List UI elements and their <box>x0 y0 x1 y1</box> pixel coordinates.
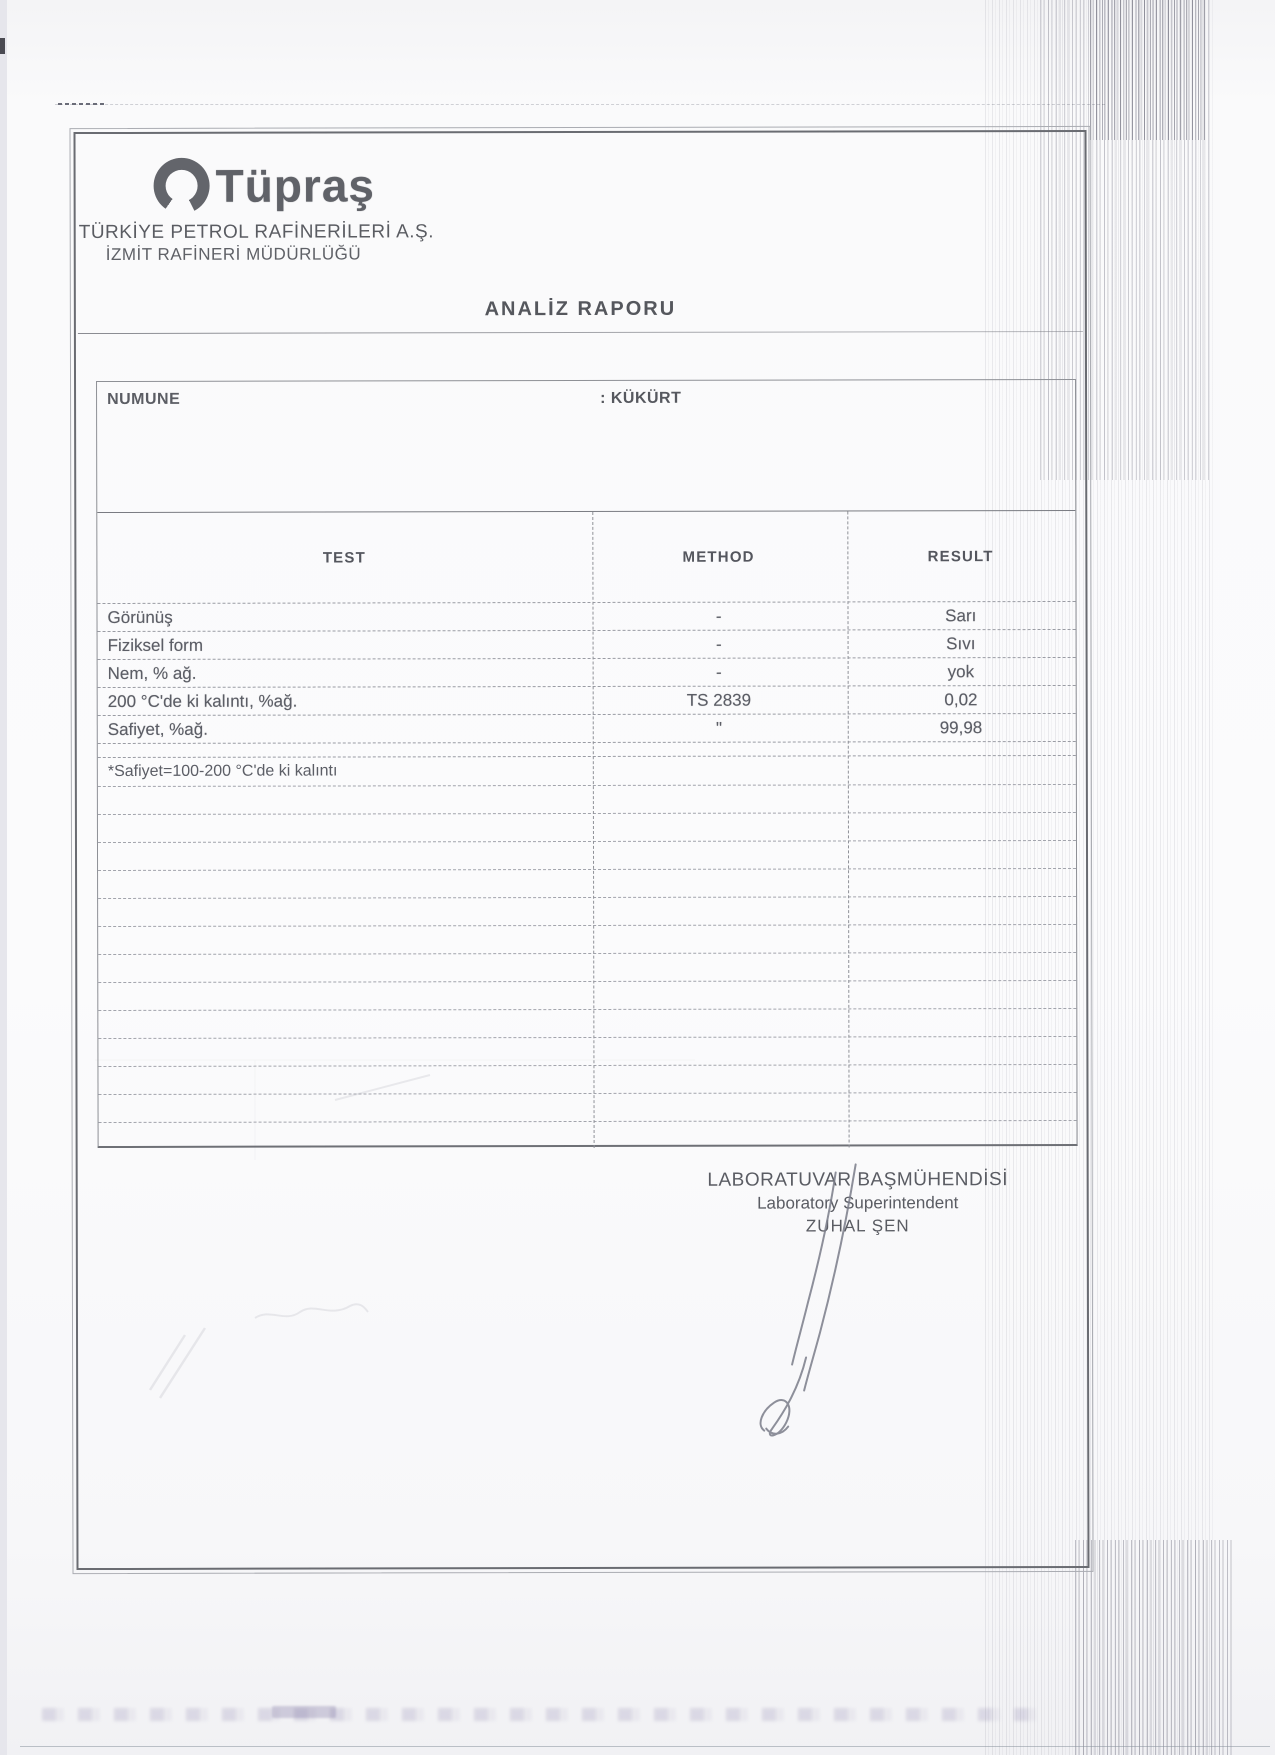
table-empty-row <box>98 1063 1077 1095</box>
document-frame: Tüpraş TÜRKİYE PETROL RAFİNERİLERİ A.Ş. … <box>73 129 1090 1571</box>
header-method: METHOD <box>682 548 755 566</box>
tupras-logo-icon <box>153 157 210 214</box>
table-empty-row <box>98 923 1077 955</box>
report-body-box: NUMUNE : KÜKÜRT TEST METHOD RESULT Görün… <box>96 378 1078 1151</box>
fax-footer-smudge-dark <box>272 1706 336 1718</box>
table-cell-result: 0,02 <box>944 689 978 709</box>
table-cell-result: yok <box>947 661 975 681</box>
table-empty-row <box>97 811 1076 843</box>
results-table-header: TEST METHOD RESULT <box>97 511 1075 603</box>
table-row: Görünüş - Sarı <box>97 600 1076 632</box>
table-empty-row <box>98 1007 1077 1039</box>
scan-streaks-bottom-right <box>1075 1540 1235 1755</box>
table-empty-row <box>98 895 1077 927</box>
report-title: ANALİZ RAPORU <box>484 297 677 321</box>
tupras-logo: Tüpraş <box>153 149 376 221</box>
table-cell-method: - <box>715 662 722 682</box>
table-cell-result: 99,98 <box>939 717 983 737</box>
table-row: Nem, % ağ. - yok <box>97 656 1076 688</box>
table-cell-test: Nem, % ağ. <box>107 663 197 683</box>
table-row: Fiziksel form - Sıvı <box>97 628 1076 660</box>
table-cell-method: - <box>715 634 722 654</box>
results-table-rows: Görünüş - Sarı Fiziksel form - Sıvı Nem, % ağ.… <box>97 600 1077 1151</box>
company-subdivision: İZMİT RAFİNERİ MÜDÜRLÜĞÜ <box>105 244 362 264</box>
scan-streaks-corner <box>1090 0 1205 140</box>
table-footnote-row: *Safiyet=100-200 °C'de ki kalıntı <box>97 754 1076 787</box>
title-rule <box>77 330 1083 335</box>
table-row: Safiyet, %ağ. " 99,98 <box>97 712 1076 744</box>
sample-label: NUMUNE <box>107 390 181 408</box>
scan-edge-band <box>0 0 7 1755</box>
handwritten-signature <box>759 1163 857 1437</box>
table-footnote-text: *Safiyet=100-200 °C'de ki kalıntı <box>107 762 338 780</box>
table-cell-test: 200 °C'de ki kalıntı, %ağ. <box>107 691 298 711</box>
table-cell-test: Fiziksel form <box>107 635 203 655</box>
table-cell-test: Görünüş <box>107 607 173 627</box>
table-cell-test: Safiyet, %ağ. <box>107 719 208 739</box>
table-empty-row <box>98 1035 1077 1067</box>
table-cell-method: TS 2839 <box>686 690 752 710</box>
header-result: RESULT <box>927 547 994 565</box>
table-cell-method: - <box>715 606 722 626</box>
tupras-logo-text: Tüpraş <box>215 159 376 212</box>
table-empty-row <box>98 1091 1077 1123</box>
sample-row: NUMUNE : KÜKÜRT <box>97 380 1075 422</box>
header-test: TEST <box>322 548 366 567</box>
table-cell-method: " <box>715 718 723 738</box>
table-empty-row <box>97 839 1077 871</box>
company-name: TÜRKİYE PETROL RAFİNERİLERİ A.Ş. <box>78 221 434 244</box>
table-empty-row <box>98 979 1077 1011</box>
fax-footer-smudge <box>42 1708 1042 1721</box>
table-empty-row <box>98 1119 1077 1151</box>
results-table: TEST METHOD RESULT Görünüş - Sarı Fiziksel … <box>97 509 1077 1151</box>
scan-artifact-dash <box>58 103 106 105</box>
scan-artifact-dashed-line <box>55 104 1105 105</box>
table-empty-row <box>98 951 1077 983</box>
sample-value: : KÜKÜRT <box>600 389 682 407</box>
table-row: 200 °C'de ki kalıntı, %ağ. TS 2839 0,02 <box>97 684 1076 716</box>
table-cell-result: Sıvı <box>946 633 976 653</box>
fax-footer-line <box>20 1746 1270 1747</box>
scan-edge-mark <box>0 38 5 54</box>
table-cell-result: Sarı <box>945 605 977 625</box>
table-empty-row <box>97 783 1076 815</box>
table-empty-row <box>98 867 1077 899</box>
